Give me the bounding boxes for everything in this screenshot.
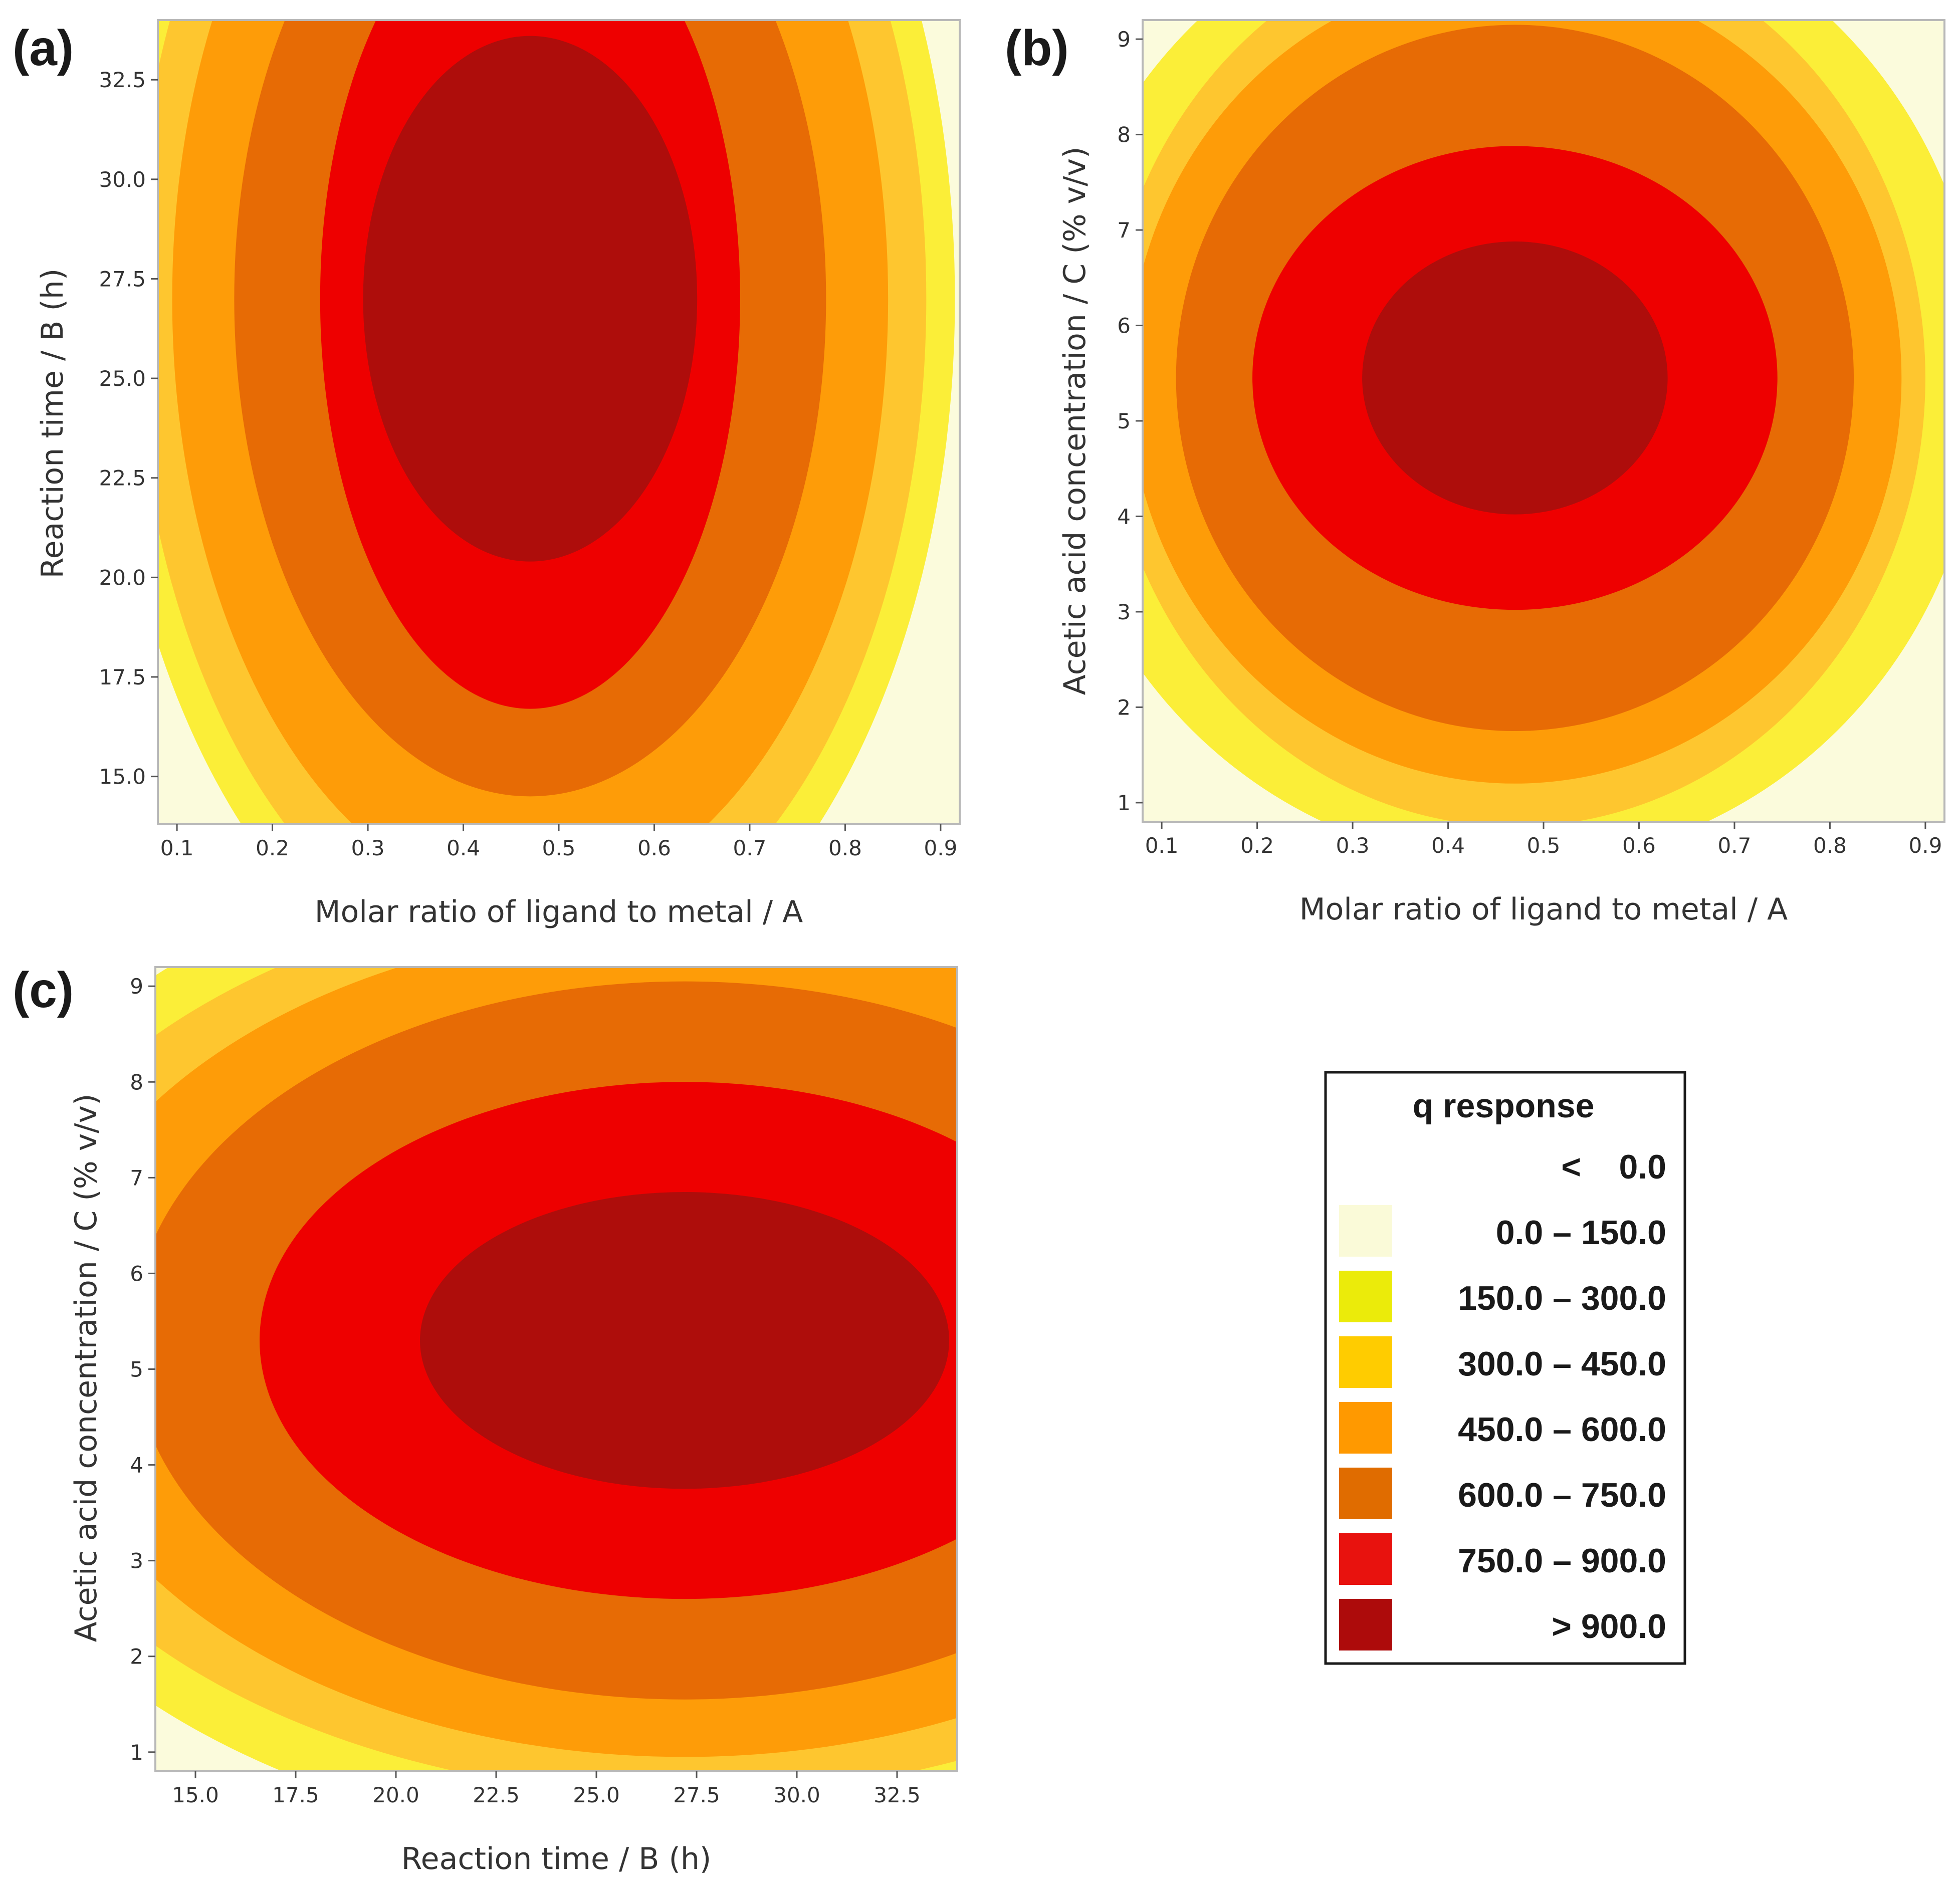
panel-c-y-tick-label: 8 <box>130 1070 143 1094</box>
legend-swatch-above-900 <box>1339 1599 1392 1651</box>
panel-c-y-tick-label: 6 <box>130 1261 143 1286</box>
panel-c-contours <box>155 967 957 1771</box>
panel-a-y-tick-label: 15.0 <box>99 765 146 789</box>
panel-b: 0.1 0.2 0.3 0.4 0.5 0.6 0.7 0.8 0.9 1 2 3 4 5 6 7 8 9 (b… <box>1005 19 1945 927</box>
panel-b-x-tick-label: 0.7 <box>1718 833 1752 858</box>
panel-b-x-tick-label: 0.3 <box>1336 833 1370 858</box>
legend-label-above-900: > 900.0 <box>1552 1607 1666 1645</box>
panel-b-y-tick-label: 7 <box>1117 218 1131 243</box>
panel-b-y-axis-label: Acetic acid concentration / C (% v/v) <box>1057 147 1093 695</box>
panel-c-y-ticks: 1 2 3 4 5 6 7 8 9 <box>130 974 155 1765</box>
panel-b-y-tick-label: 3 <box>1117 600 1131 624</box>
panel-a-y-axis-label: Reaction time / B (h) <box>35 269 70 579</box>
legend-label-0-150: 0.0 – 150.0 <box>1496 1214 1666 1252</box>
panel-c-x-tick-label: 27.5 <box>673 1783 720 1807</box>
legend-swatch-150-300 <box>1339 1271 1392 1322</box>
panel-a-x-tick-label: 0.5 <box>542 836 576 860</box>
panel-a-y-tick-label: 25.0 <box>99 366 146 391</box>
legend-label-300-450: 300.0 – 450.0 <box>1458 1345 1666 1383</box>
panel-a-y-tick-label: 20.0 <box>99 565 146 590</box>
panel-b-x-tick-label: 0.2 <box>1240 833 1274 858</box>
panel-c-x-ticks: 15.0 17.5 20.0 22.5 25.0 27.5 30.0 32.5 <box>172 1771 921 1807</box>
panel-c-x-tick-label: 20.0 <box>372 1783 419 1807</box>
panel-a-x-tick-label: 0.3 <box>351 836 385 860</box>
panel-b-x-tick-label: 0.5 <box>1527 833 1561 858</box>
panel-a-y-tick-label: 30.0 <box>99 167 146 192</box>
legend-title: q response <box>1413 1087 1595 1125</box>
panel-a-y-tick-label: 22.5 <box>99 466 146 491</box>
panel-a-x-tick-label: 0.1 <box>160 836 194 860</box>
panel-a-x-tick-label: 0.7 <box>733 836 767 860</box>
panel-b-y-tick-label: 6 <box>1117 314 1131 338</box>
panel-c-y-tick-label: 4 <box>130 1453 143 1478</box>
panel-b-x-tick-label: 0.9 <box>1909 833 1942 858</box>
panel-c-x-tick-label: 30.0 <box>773 1783 820 1807</box>
panel-c-y-tick-label: 3 <box>130 1549 143 1573</box>
panel-c-x-tick-label: 15.0 <box>172 1783 219 1807</box>
panel-b-y-tick-label: 1 <box>1117 791 1131 815</box>
panel-b-x-tick-label: 0.4 <box>1431 833 1465 858</box>
panel-a-y-tick-label: 17.5 <box>99 665 146 689</box>
legend-swatch-750-900 <box>1339 1533 1392 1585</box>
panel-b-label: (b) <box>1005 20 1069 76</box>
legend-swatch-300-450 <box>1339 1336 1392 1388</box>
panel-a: 0.1 0.2 0.3 0.4 0.5 0.6 0.7 0.8 0.9 15.0 17.5 20.0… <box>13 19 961 929</box>
legend-label-750-900: 750.0 – 900.0 <box>1458 1542 1666 1580</box>
panel-c-y-tick-label: 7 <box>130 1165 143 1190</box>
panel-a-x-tick-label: 0.8 <box>828 836 862 860</box>
panel-a-y-tick-label: 32.5 <box>99 68 146 92</box>
panel-b-x-ticks: 0.1 0.2 0.3 0.4 0.5 0.6 0.7 0.8 0.9 <box>1145 822 1942 858</box>
panel-b-contours <box>1143 20 1944 822</box>
panel-a-x-tick-label: 0.4 <box>447 836 480 860</box>
legend-label-600-750: 600.0 – 750.0 <box>1458 1476 1666 1514</box>
panel-a-y-tick-label: 27.5 <box>99 267 146 291</box>
panel-c-y-tick-label: 2 <box>130 1644 143 1669</box>
panel-b-y-tick-label: 4 <box>1117 504 1131 529</box>
panel-c-y-tick-label: 1 <box>130 1740 143 1765</box>
panel-b-x-tick-label: 0.6 <box>1622 833 1656 858</box>
panel-c-x-tick-label: 22.5 <box>473 1783 520 1807</box>
panel-a-contours <box>158 20 960 824</box>
legend-swatch-450-600 <box>1339 1402 1392 1454</box>
panel-b-x-tick-label: 0.8 <box>1813 833 1847 858</box>
panel-b-y-ticks: 1 2 3 4 5 6 7 8 9 <box>1117 27 1143 815</box>
panel-a-x-ticks: 0.1 0.2 0.3 0.4 0.5 0.6 0.7 0.8 0.9 <box>160 824 958 860</box>
panel-b-y-tick-label: 5 <box>1117 409 1131 433</box>
legend-swatch-600-750 <box>1339 1468 1392 1519</box>
legend-label-150-300: 150.0 – 300.0 <box>1458 1279 1666 1317</box>
panel-c-x-tick-label: 17.5 <box>272 1783 319 1807</box>
panel-a-band-above-900 <box>363 36 698 562</box>
panel-c-x-tick-label: 32.5 <box>874 1783 921 1807</box>
panel-b-x-tick-label: 0.1 <box>1145 833 1179 858</box>
legend-label-below-zero: < 0.0 <box>1561 1148 1666 1186</box>
panel-c-y-axis-label: Acetic acid concentration / C (% v/v) <box>69 1094 104 1642</box>
panel-a-x-tick-label: 0.2 <box>256 836 289 860</box>
panel-a-x-tick-label: 0.9 <box>924 836 958 860</box>
panel-c-band-above-900 <box>420 1192 949 1489</box>
panel-c-x-axis-label: Reaction time / B (h) <box>401 1841 712 1876</box>
panel-c: 15.0 17.5 20.0 22.5 25.0 27.5 30.0 32.5 1 2 3 4 5 6 7… <box>13 962 958 1876</box>
panel-b-band-above-900 <box>1362 241 1668 515</box>
panel-b-y-tick-label: 9 <box>1117 27 1131 52</box>
panel-a-label: (a) <box>13 20 74 76</box>
panel-c-x-tick-label: 25.0 <box>573 1783 620 1807</box>
legend-swatch-0-150 <box>1339 1205 1392 1257</box>
panel-b-x-axis-label: Molar ratio of ligand to metal / A <box>1299 892 1788 927</box>
legend-label-450-600: 450.0 – 600.0 <box>1458 1410 1666 1449</box>
panel-b-y-tick-label: 2 <box>1117 695 1131 720</box>
panel-a-x-tick-label: 0.6 <box>637 836 671 860</box>
panel-a-y-ticks: 15.0 17.5 20.0 22.5 25.0 27.5 30.0 32.5 <box>99 68 158 789</box>
panel-a-x-axis-label: Molar ratio of ligand to metal / A <box>315 894 803 929</box>
panel-b-y-tick-label: 8 <box>1117 123 1131 147</box>
panel-c-label: (c) <box>13 962 74 1018</box>
panel-c-y-tick-label: 5 <box>130 1357 143 1382</box>
panel-c-y-tick-label: 9 <box>130 974 143 999</box>
legend: q response < 0.0 0.0 – 150.0 150.0 – 300… <box>1324 1071 1686 1665</box>
